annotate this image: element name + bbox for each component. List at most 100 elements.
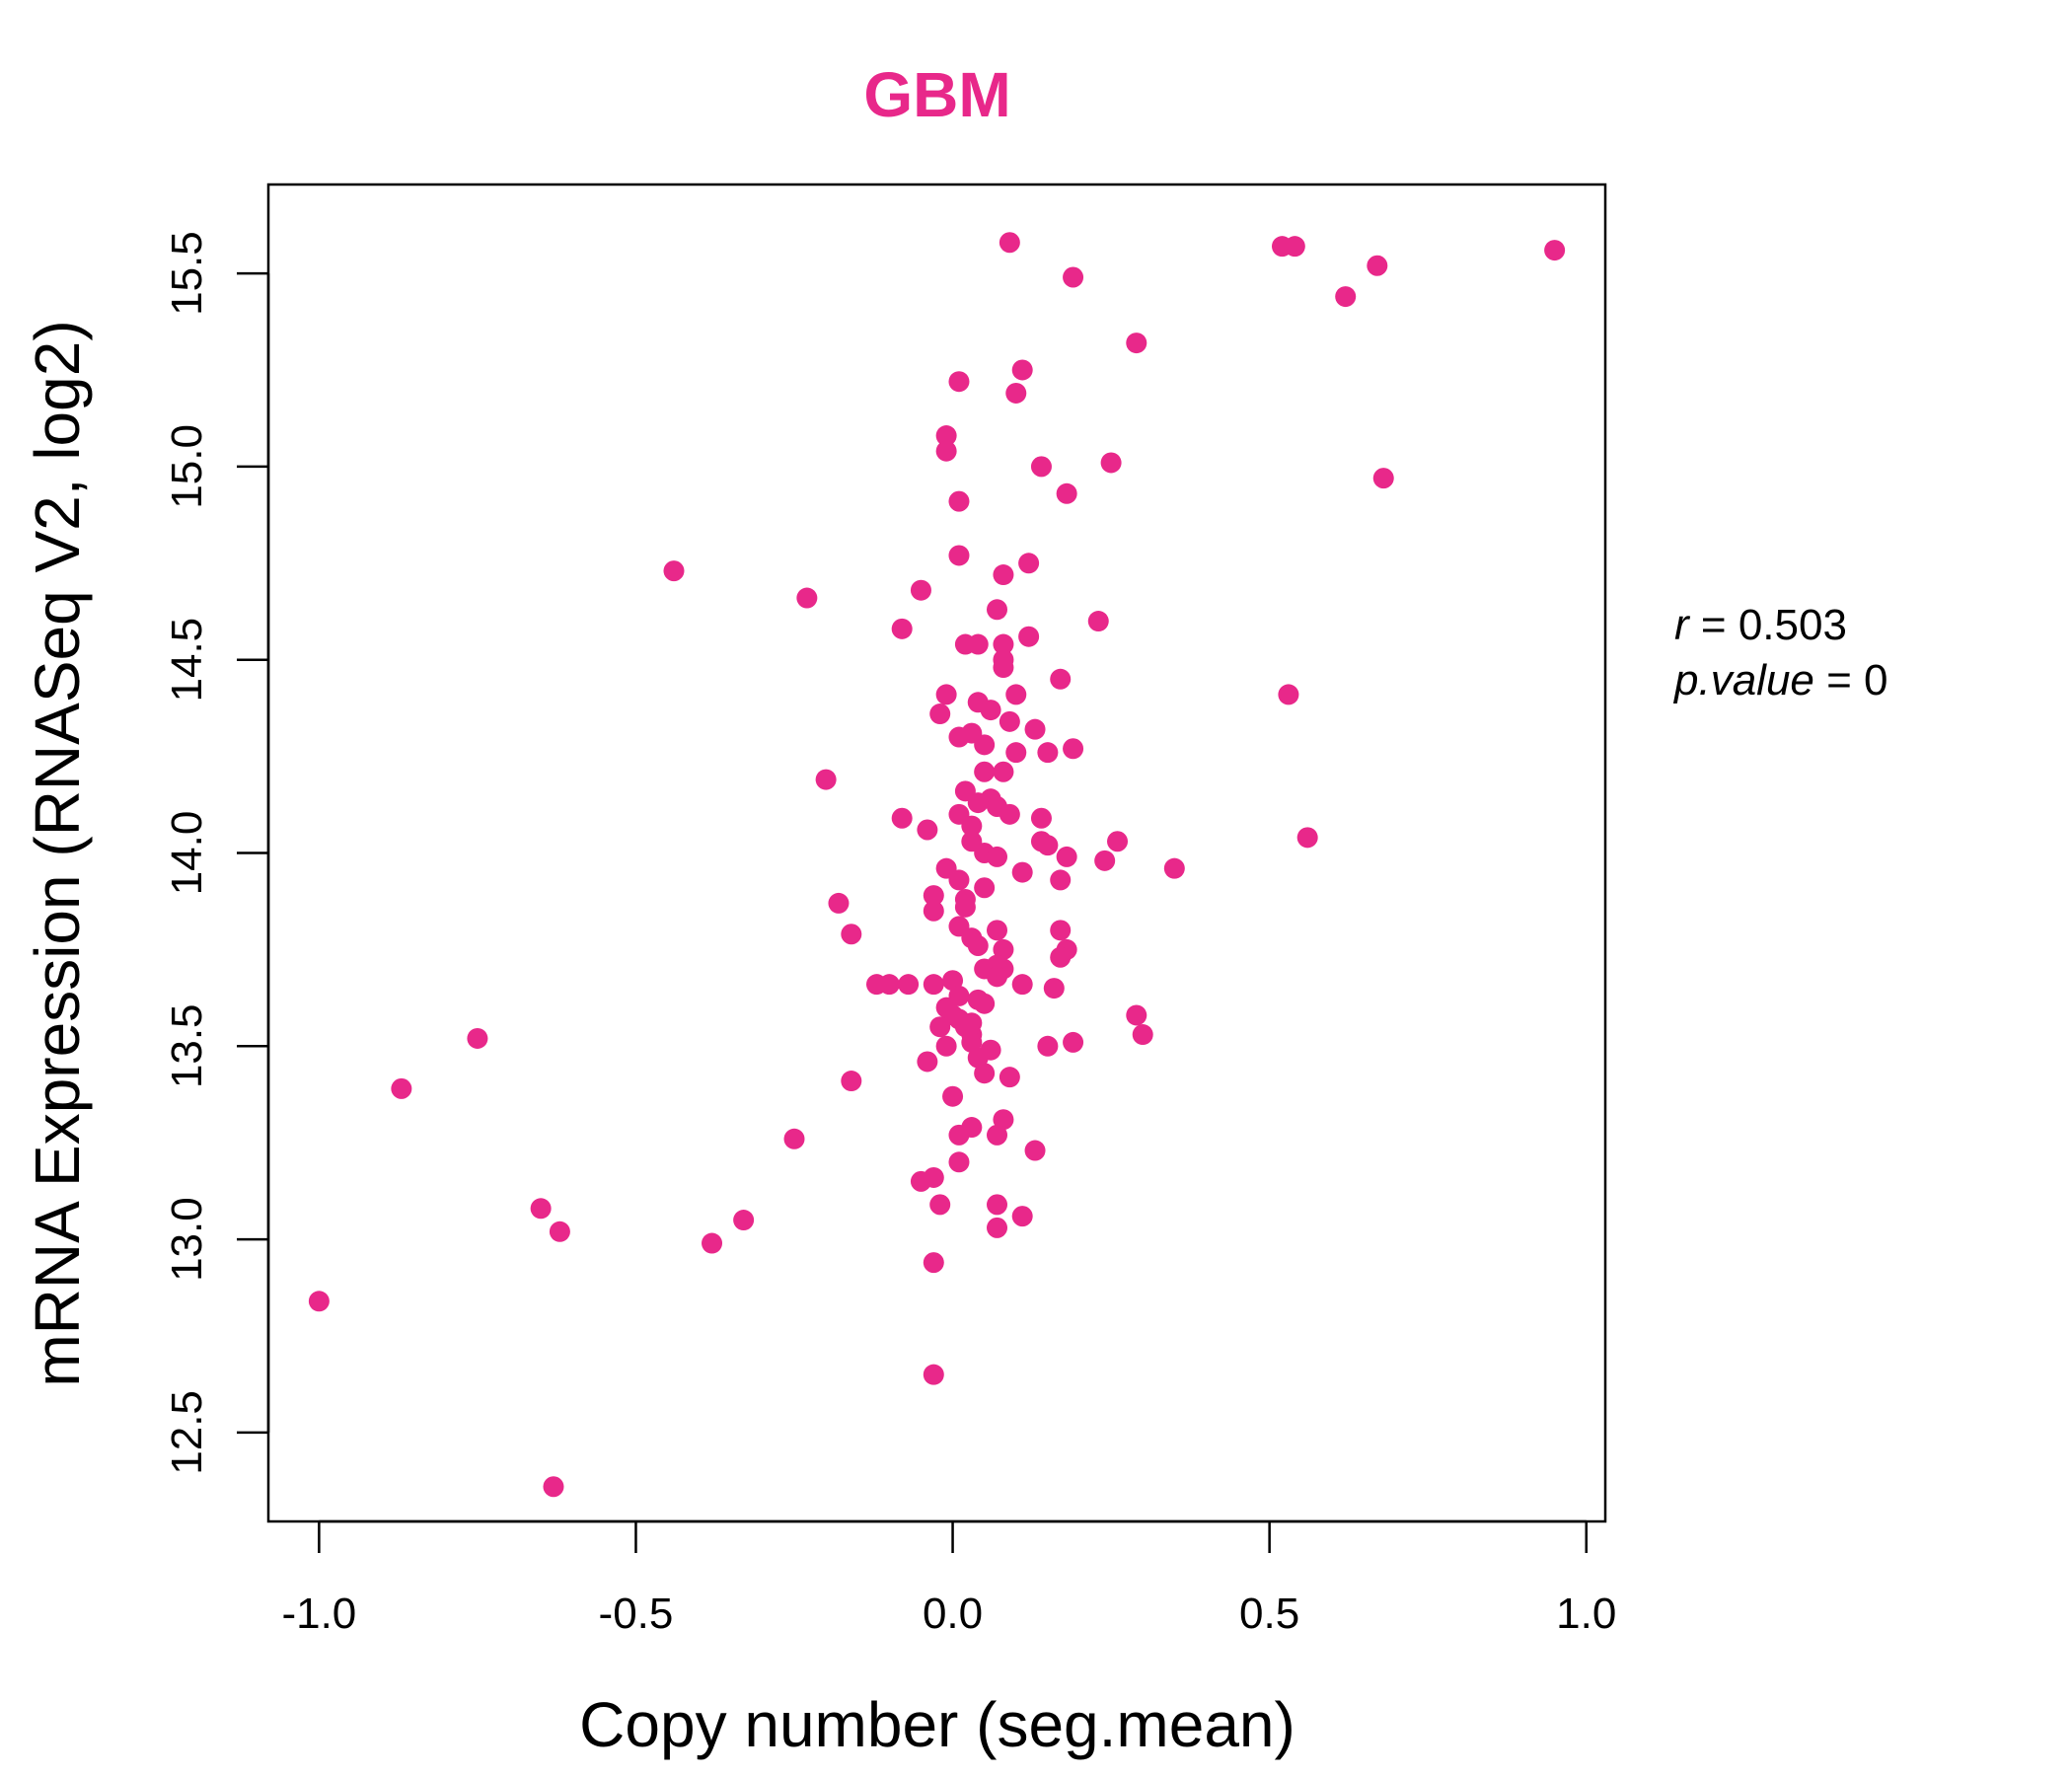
data-point [543, 1476, 564, 1498]
data-point [1367, 255, 1388, 276]
data-point [891, 807, 913, 829]
x-axis: -1.0 -0.5 0.0 0.5 1.0 [281, 1519, 1616, 1638]
data-point [948, 869, 970, 891]
data-point [308, 1291, 330, 1312]
chart-title: GBM [863, 59, 1010, 130]
p-label: p.value [1672, 656, 1814, 704]
data-point [702, 1232, 723, 1254]
data-point [1005, 382, 1027, 404]
y-axis: 12.5 13.0 13.5 14.0 14.5 15.0 15.5 [163, 231, 270, 1475]
data-point [1278, 684, 1299, 705]
data-point [1335, 286, 1357, 308]
data-point [987, 599, 1008, 621]
data-point [974, 1063, 996, 1084]
data-point [1011, 359, 1033, 381]
data-point [1005, 684, 1027, 705]
svg-text:r = 0.503: r = 0.503 [1674, 601, 1847, 649]
data-point [974, 993, 996, 1014]
data-point [1030, 807, 1052, 829]
data-point [1018, 553, 1040, 574]
data-point [1011, 861, 1033, 883]
data-point [999, 1067, 1020, 1088]
data-point [1163, 857, 1185, 879]
data-point [929, 1194, 951, 1216]
data-point [841, 1071, 862, 1092]
y-tick-label: 14.0 [163, 811, 211, 896]
data-point [828, 892, 850, 914]
data-point [1011, 974, 1033, 996]
data-point [993, 761, 1014, 782]
data-point [980, 700, 1001, 721]
p-equals: = [1814, 656, 1864, 704]
data-point [948, 545, 970, 566]
data-point [891, 618, 913, 639]
r-label: r [1674, 601, 1691, 649]
data-point [993, 564, 1014, 586]
data-point [898, 974, 920, 996]
data-point [1011, 1206, 1033, 1227]
data-point [391, 1077, 412, 1099]
data-point [530, 1198, 552, 1220]
data-point [987, 1217, 1008, 1238]
data-point [815, 769, 837, 790]
data-point [942, 1085, 964, 1107]
x-tick-label: -1.0 [281, 1590, 356, 1638]
data-point [917, 1051, 938, 1073]
data-point [1024, 1140, 1046, 1161]
data-point [1050, 869, 1072, 891]
data-point [1024, 718, 1046, 740]
data-point [841, 924, 862, 945]
data-point [974, 734, 996, 756]
data-point [948, 490, 970, 512]
data-point [923, 900, 944, 922]
data-point [917, 819, 938, 841]
data-point [987, 966, 1008, 988]
data-point [1050, 920, 1072, 941]
data-point [663, 560, 685, 582]
data-point [1107, 831, 1129, 852]
data-point [967, 934, 989, 956]
data-point [954, 896, 976, 918]
data-point [467, 1027, 488, 1049]
x-tick-label: 0.0 [923, 1590, 983, 1638]
data-point [1030, 456, 1052, 478]
x-tick-label: 1.0 [1556, 1590, 1616, 1638]
data-point [1063, 266, 1084, 288]
data-point [1037, 835, 1059, 856]
data-point [935, 425, 957, 447]
data-point [993, 633, 1014, 655]
data-point [974, 877, 996, 899]
x-tick-label: 0.5 [1239, 1590, 1299, 1638]
data-point [1100, 452, 1122, 474]
y-tick-label: 15.5 [163, 231, 211, 316]
p-value: 0 [1864, 656, 1887, 704]
data-point [961, 815, 983, 837]
data-point [1056, 846, 1077, 867]
data-point [999, 710, 1020, 732]
data-point [910, 579, 931, 601]
data-point [948, 1151, 970, 1173]
data-point [796, 587, 818, 609]
data-point [1056, 482, 1077, 504]
data-point [923, 1364, 944, 1385]
data-point [549, 1221, 570, 1242]
correlation-annotation: r = 0.503 p.value = 0 [1672, 601, 1888, 704]
data-point [935, 440, 957, 462]
data-points [308, 232, 1566, 1498]
data-point [999, 803, 1020, 825]
data-point [923, 974, 944, 996]
data-point [1126, 1004, 1147, 1026]
svg-text:p.value = 0: p.value = 0 [1672, 656, 1888, 704]
data-point [923, 885, 944, 907]
y-axis-label: mRNA Expression (RNASeq V2, log2) [22, 320, 93, 1386]
plot-frame [266, 183, 1607, 1523]
r-equals: = [1689, 601, 1739, 649]
data-point [948, 371, 970, 393]
data-point [910, 1170, 931, 1192]
data-point [733, 1210, 755, 1231]
data-point [878, 974, 900, 996]
data-point [1063, 738, 1084, 760]
data-point [935, 684, 957, 705]
data-point [993, 657, 1014, 679]
